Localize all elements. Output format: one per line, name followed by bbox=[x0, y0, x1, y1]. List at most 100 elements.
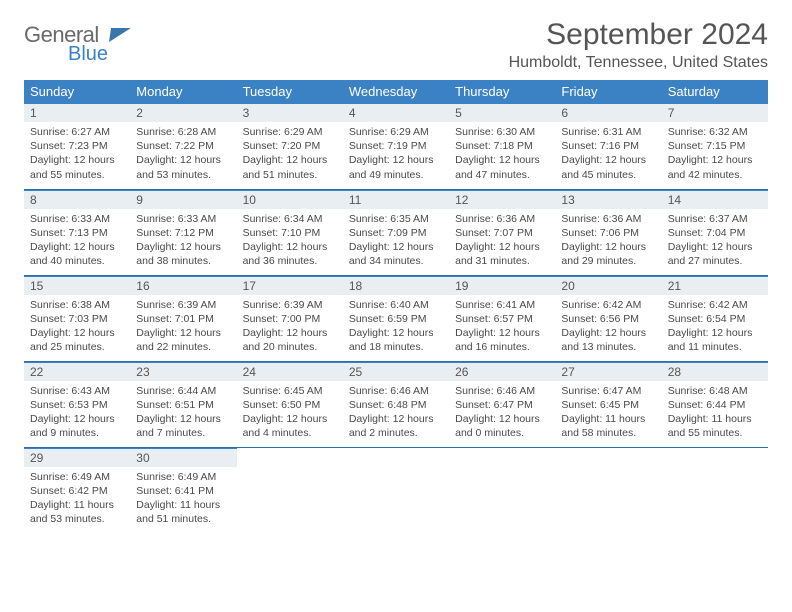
sunset-text: Sunset: 6:51 PM bbox=[136, 398, 230, 412]
day-number: 29 bbox=[24, 448, 130, 467]
sunrise-text: Sunrise: 6:29 AM bbox=[349, 125, 443, 139]
day-details: Sunrise: 6:27 AMSunset: 7:23 PMDaylight:… bbox=[24, 122, 130, 188]
brand-triangle-icon bbox=[110, 28, 132, 46]
daylight-text: Daylight: 12 hours and 9 minutes. bbox=[30, 412, 124, 440]
daylight-text: Daylight: 12 hours and 42 minutes. bbox=[668, 153, 762, 181]
day-number: 4 bbox=[343, 103, 449, 122]
day-number: 12 bbox=[449, 190, 555, 209]
day-details: Sunrise: 6:36 AMSunset: 7:06 PMDaylight:… bbox=[555, 209, 661, 275]
day-number: 28 bbox=[662, 362, 768, 381]
calendar-day-cell: 8Sunrise: 6:33 AMSunset: 7:13 PMDaylight… bbox=[24, 189, 130, 275]
day-details: Sunrise: 6:49 AMSunset: 6:41 PMDaylight:… bbox=[130, 467, 236, 533]
weekday-header: Sunday bbox=[24, 80, 130, 103]
sunrise-text: Sunrise: 6:47 AM bbox=[561, 384, 655, 398]
sunrise-text: Sunrise: 6:43 AM bbox=[30, 384, 124, 398]
daylight-text: Daylight: 12 hours and 0 minutes. bbox=[455, 412, 549, 440]
sunrise-text: Sunrise: 6:36 AM bbox=[455, 212, 549, 226]
daylight-text: Daylight: 11 hours and 55 minutes. bbox=[668, 412, 762, 440]
calendar-day-cell: 28Sunrise: 6:48 AMSunset: 6:44 PMDayligh… bbox=[662, 361, 768, 447]
day-details: Sunrise: 6:30 AMSunset: 7:18 PMDaylight:… bbox=[449, 122, 555, 188]
sunrise-text: Sunrise: 6:33 AM bbox=[30, 212, 124, 226]
sunrise-text: Sunrise: 6:35 AM bbox=[349, 212, 443, 226]
sunrise-text: Sunrise: 6:39 AM bbox=[136, 298, 230, 312]
daylight-text: Daylight: 11 hours and 53 minutes. bbox=[30, 498, 124, 526]
weekday-header: Tuesday bbox=[237, 80, 343, 103]
daylight-text: Daylight: 12 hours and 31 minutes. bbox=[455, 240, 549, 268]
sunset-text: Sunset: 6:41 PM bbox=[136, 484, 230, 498]
calendar-day-cell: 22Sunrise: 6:43 AMSunset: 6:53 PMDayligh… bbox=[24, 361, 130, 447]
calendar-week-row: 8Sunrise: 6:33 AMSunset: 7:13 PMDaylight… bbox=[24, 189, 768, 275]
daylight-text: Daylight: 12 hours and 29 minutes. bbox=[561, 240, 655, 268]
day-details: Sunrise: 6:37 AMSunset: 7:04 PMDaylight:… bbox=[662, 209, 768, 275]
calendar-day-cell: 25Sunrise: 6:46 AMSunset: 6:48 PMDayligh… bbox=[343, 361, 449, 447]
calendar-day-cell: 18Sunrise: 6:40 AMSunset: 6:59 PMDayligh… bbox=[343, 275, 449, 361]
calendar-day-cell: 4Sunrise: 6:29 AMSunset: 7:19 PMDaylight… bbox=[343, 103, 449, 189]
day-number: 25 bbox=[343, 362, 449, 381]
brand-logo: General Blue bbox=[24, 18, 132, 64]
day-details: Sunrise: 6:47 AMSunset: 6:45 PMDaylight:… bbox=[555, 381, 661, 447]
day-number: 16 bbox=[130, 276, 236, 295]
sunset-text: Sunset: 6:45 PM bbox=[561, 398, 655, 412]
day-number: 2 bbox=[130, 103, 236, 122]
calendar-day-cell: 16Sunrise: 6:39 AMSunset: 7:01 PMDayligh… bbox=[130, 275, 236, 361]
sunset-text: Sunset: 6:50 PM bbox=[243, 398, 337, 412]
header: General Blue September 2024 Humboldt, Te… bbox=[24, 18, 768, 72]
sunrise-text: Sunrise: 6:27 AM bbox=[30, 125, 124, 139]
calendar-day-cell: 5Sunrise: 6:30 AMSunset: 7:18 PMDaylight… bbox=[449, 103, 555, 189]
daylight-text: Daylight: 12 hours and 13 minutes. bbox=[561, 326, 655, 354]
calendar-day-cell: 23Sunrise: 6:44 AMSunset: 6:51 PMDayligh… bbox=[130, 361, 236, 447]
calendar-day-cell: 9Sunrise: 6:33 AMSunset: 7:12 PMDaylight… bbox=[130, 189, 236, 275]
sunset-text: Sunset: 7:22 PM bbox=[136, 139, 230, 153]
calendar-week-row: 22Sunrise: 6:43 AMSunset: 6:53 PMDayligh… bbox=[24, 361, 768, 447]
daylight-text: Daylight: 11 hours and 51 minutes. bbox=[136, 498, 230, 526]
day-details: Sunrise: 6:33 AMSunset: 7:13 PMDaylight:… bbox=[24, 209, 130, 275]
daylight-text: Daylight: 12 hours and 16 minutes. bbox=[455, 326, 549, 354]
sunset-text: Sunset: 7:13 PM bbox=[30, 226, 124, 240]
calendar-day-cell: 17Sunrise: 6:39 AMSunset: 7:00 PMDayligh… bbox=[237, 275, 343, 361]
sunset-text: Sunset: 6:47 PM bbox=[455, 398, 549, 412]
sunrise-text: Sunrise: 6:29 AM bbox=[243, 125, 337, 139]
day-details: Sunrise: 6:38 AMSunset: 7:03 PMDaylight:… bbox=[24, 295, 130, 361]
daylight-text: Daylight: 12 hours and 53 minutes. bbox=[136, 153, 230, 181]
sunrise-text: Sunrise: 6:31 AM bbox=[561, 125, 655, 139]
day-number: 24 bbox=[237, 362, 343, 381]
day-details: Sunrise: 6:29 AMSunset: 7:19 PMDaylight:… bbox=[343, 122, 449, 188]
day-number: 22 bbox=[24, 362, 130, 381]
day-number: 23 bbox=[130, 362, 236, 381]
day-details: Sunrise: 6:35 AMSunset: 7:09 PMDaylight:… bbox=[343, 209, 449, 275]
calendar-empty-cell bbox=[343, 447, 449, 533]
day-details: Sunrise: 6:49 AMSunset: 6:42 PMDaylight:… bbox=[24, 467, 130, 533]
day-number: 15 bbox=[24, 276, 130, 295]
day-number: 5 bbox=[449, 103, 555, 122]
day-number: 18 bbox=[343, 276, 449, 295]
calendar-day-cell: 1Sunrise: 6:27 AMSunset: 7:23 PMDaylight… bbox=[24, 103, 130, 189]
day-details: Sunrise: 6:48 AMSunset: 6:44 PMDaylight:… bbox=[662, 381, 768, 447]
calendar-day-cell: 21Sunrise: 6:42 AMSunset: 6:54 PMDayligh… bbox=[662, 275, 768, 361]
calendar-day-cell: 27Sunrise: 6:47 AMSunset: 6:45 PMDayligh… bbox=[555, 361, 661, 447]
sunrise-text: Sunrise: 6:44 AM bbox=[136, 384, 230, 398]
day-details: Sunrise: 6:42 AMSunset: 6:54 PMDaylight:… bbox=[662, 295, 768, 361]
calendar-day-cell: 20Sunrise: 6:42 AMSunset: 6:56 PMDayligh… bbox=[555, 275, 661, 361]
daylight-text: Daylight: 12 hours and 47 minutes. bbox=[455, 153, 549, 181]
sunrise-text: Sunrise: 6:48 AM bbox=[668, 384, 762, 398]
sunset-text: Sunset: 7:20 PM bbox=[243, 139, 337, 153]
daylight-text: Daylight: 12 hours and 18 minutes. bbox=[349, 326, 443, 354]
sunset-text: Sunset: 7:19 PM bbox=[349, 139, 443, 153]
weekday-header: Wednesday bbox=[343, 80, 449, 103]
sunrise-text: Sunrise: 6:45 AM bbox=[243, 384, 337, 398]
day-details: Sunrise: 6:43 AMSunset: 6:53 PMDaylight:… bbox=[24, 381, 130, 447]
day-details: Sunrise: 6:29 AMSunset: 7:20 PMDaylight:… bbox=[237, 122, 343, 188]
day-number: 13 bbox=[555, 190, 661, 209]
calendar-empty-cell bbox=[449, 447, 555, 533]
day-details: Sunrise: 6:46 AMSunset: 6:47 PMDaylight:… bbox=[449, 381, 555, 447]
calendar-empty-cell bbox=[662, 447, 768, 533]
day-details: Sunrise: 6:44 AMSunset: 6:51 PMDaylight:… bbox=[130, 381, 236, 447]
day-details: Sunrise: 6:42 AMSunset: 6:56 PMDaylight:… bbox=[555, 295, 661, 361]
day-number: 19 bbox=[449, 276, 555, 295]
daylight-text: Daylight: 12 hours and 49 minutes. bbox=[349, 153, 443, 181]
day-number: 20 bbox=[555, 276, 661, 295]
sunrise-text: Sunrise: 6:42 AM bbox=[668, 298, 762, 312]
sunrise-text: Sunrise: 6:37 AM bbox=[668, 212, 762, 226]
daylight-text: Daylight: 11 hours and 58 minutes. bbox=[561, 412, 655, 440]
day-number: 9 bbox=[130, 190, 236, 209]
